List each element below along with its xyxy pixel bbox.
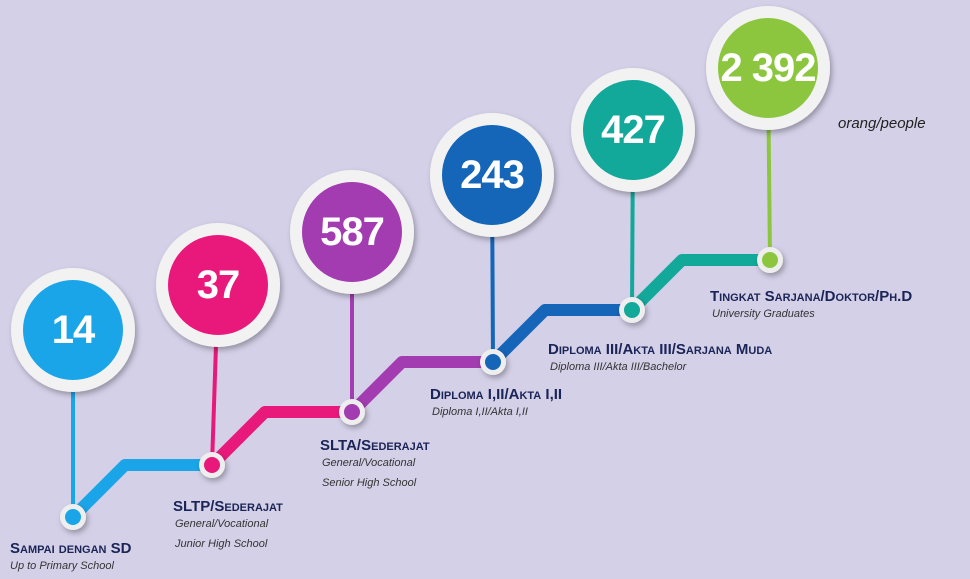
level-subtitle: General/Vocational xyxy=(175,518,269,530)
unit-label: orang/people xyxy=(838,115,926,132)
step-connector xyxy=(347,356,493,417)
level-title: Tingkat Sarjana/Doktor/Ph.D xyxy=(710,288,912,305)
bubble xyxy=(168,235,268,335)
bubble xyxy=(23,280,123,380)
node-dot xyxy=(65,509,81,525)
level-title: Diploma I,II/Akta I,II xyxy=(430,386,562,403)
value-label: 14 xyxy=(52,308,96,352)
value-label: 427 xyxy=(601,108,665,152)
node-dot xyxy=(204,457,220,473)
node-dot xyxy=(624,302,640,318)
value-label: 243 xyxy=(460,153,524,197)
node-dot xyxy=(344,404,360,420)
level-subtitle: General/Vocational xyxy=(322,457,416,469)
level-title: Sampai dengan SD xyxy=(10,540,132,557)
node-dot xyxy=(762,252,778,268)
level-title: Diploma III/Akta III/Sarjana Muda xyxy=(548,341,772,358)
level-subtitle: University Graduates xyxy=(712,308,815,320)
step-connector xyxy=(68,459,212,522)
value-label: 2 392 xyxy=(720,46,815,90)
value-label: 37 xyxy=(197,263,240,307)
level-subtitle: Diploma I,II/Akta I,II xyxy=(432,406,528,418)
bubble xyxy=(442,125,542,225)
bubble xyxy=(583,80,683,180)
step-connector xyxy=(207,406,352,470)
bubble xyxy=(718,18,818,118)
level-subtitle: Junior High School xyxy=(174,538,268,550)
level-subtitle: Diploma III/Akta III/Bachelor xyxy=(550,361,688,373)
level-subtitle: Up to Primary School xyxy=(10,560,114,572)
value-label: 587 xyxy=(320,210,384,254)
steps xyxy=(68,254,770,522)
node-dot xyxy=(485,354,501,370)
bubble xyxy=(302,182,402,282)
level-title: SLTA/Sederajat xyxy=(320,437,430,454)
level-subtitle: Senior High School xyxy=(322,477,417,489)
step-connector xyxy=(488,304,632,367)
levels: 14 Sampai dengan SD Up to Primary School 37… xyxy=(10,6,912,572)
level-title: SLTP/Sederajat xyxy=(173,498,283,515)
step-connector xyxy=(627,254,770,315)
